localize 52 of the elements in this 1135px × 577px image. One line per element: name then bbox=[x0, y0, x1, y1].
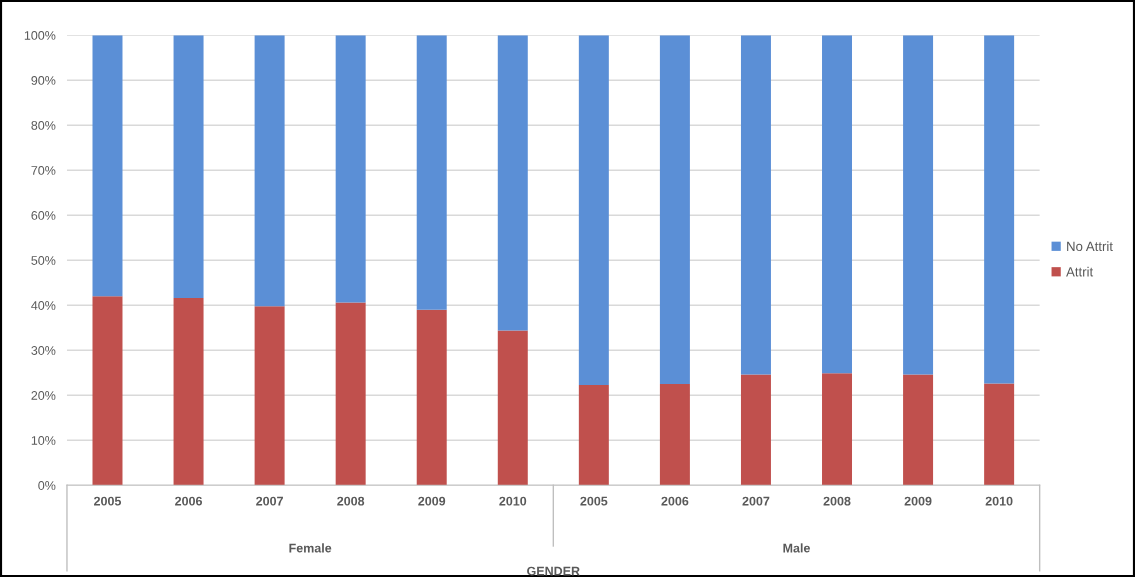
x-tick-label: 2009 bbox=[418, 496, 446, 506]
x-tick-label: 2007 bbox=[256, 496, 283, 506]
bar bbox=[92, 35, 123, 297]
text: Male bbox=[783, 543, 810, 553]
bar bbox=[659, 383, 690, 486]
y-tick-label: 100% bbox=[24, 31, 56, 40]
bar bbox=[254, 35, 285, 307]
y-tick-label: 80% bbox=[31, 121, 56, 130]
x-axis-title: GENDER bbox=[527, 566, 580, 576]
legend-label: No Attrit bbox=[1067, 241, 1113, 252]
bar bbox=[903, 35, 934, 375]
x-tick-label: 2009 bbox=[904, 496, 932, 506]
bar bbox=[92, 296, 123, 486]
bar bbox=[984, 35, 1015, 384]
y-tick-label: 10% bbox=[31, 436, 56, 445]
legend-label: Attrit bbox=[1066, 266, 1094, 277]
y-tick-label: 30% bbox=[31, 346, 56, 355]
bar bbox=[822, 35, 853, 374]
bar bbox=[335, 35, 366, 303]
y-tick-label: 60% bbox=[31, 211, 56, 220]
y-tick-label: 20% bbox=[31, 391, 56, 400]
bar bbox=[173, 35, 204, 299]
bar bbox=[984, 383, 1015, 486]
x-tick-label: 2010 bbox=[985, 496, 1013, 506]
bar bbox=[416, 309, 447, 486]
y-tick-label: 50% bbox=[31, 256, 56, 265]
bar bbox=[659, 35, 690, 384]
bar bbox=[254, 306, 285, 486]
x-tick-label: 2008 bbox=[337, 496, 365, 506]
bar bbox=[416, 35, 447, 310]
x-tick-label: 2005 bbox=[580, 496, 608, 506]
text: Female bbox=[289, 543, 332, 553]
y-tick-label: 0% bbox=[38, 481, 56, 490]
bar bbox=[335, 302, 366, 486]
x-tick-label: 2007 bbox=[742, 496, 770, 506]
bar bbox=[740, 35, 771, 375]
x-tick-label: 2010 bbox=[499, 496, 527, 506]
bar bbox=[578, 35, 609, 385]
x-tick-label: 2005 bbox=[94, 496, 122, 506]
y-tick-label: 40% bbox=[31, 301, 56, 310]
bar bbox=[822, 373, 853, 486]
x-tick-label: 2008 bbox=[823, 496, 851, 506]
bar bbox=[740, 374, 771, 486]
bar bbox=[497, 35, 528, 331]
y-tick-label: 90% bbox=[31, 76, 56, 85]
bar bbox=[497, 330, 528, 486]
y-tick-label: 70% bbox=[31, 166, 56, 175]
x-tick-label: 2006 bbox=[661, 496, 689, 506]
bar bbox=[903, 374, 934, 486]
bar bbox=[173, 298, 204, 486]
bar bbox=[578, 384, 609, 486]
x-tick-label: 2006 bbox=[175, 496, 203, 506]
